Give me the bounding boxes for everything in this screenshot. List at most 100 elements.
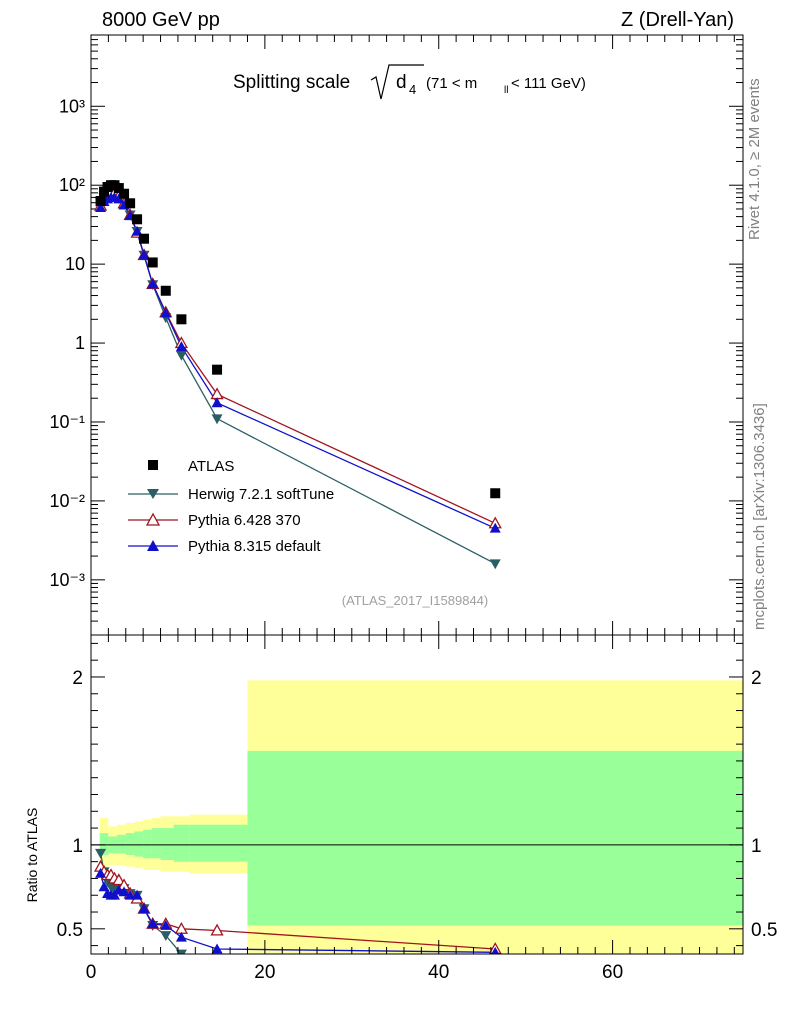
title-range-sub: ll	[504, 85, 508, 96]
ratio-point-2	[147, 918, 159, 929]
main-ticks: 10⁻³ 10⁻² 10⁻¹ 1 10 10² 10³	[49, 34, 743, 636]
series-point-3	[113, 193, 125, 204]
series-point-3	[131, 225, 143, 236]
x-tick-label: 60	[602, 962, 623, 983]
legend-item-pythia8: Pythia 8.315 default	[128, 538, 321, 555]
atlas-point	[160, 285, 171, 296]
ratio-point-0	[95, 848, 107, 859]
ratio-point-2	[131, 889, 143, 900]
y-tick-label: 10²	[59, 175, 85, 195]
ratio-ylabel: Ratio to ATLAS	[24, 808, 40, 903]
legend-marker-herwig	[147, 489, 159, 499]
band-inner	[143, 829, 152, 859]
series-point-2	[210, 387, 224, 400]
band-inner	[173, 824, 190, 862]
legend-label-herwig: Herwig 7.2.1 softTune	[188, 486, 334, 503]
ratio-point-2	[124, 889, 136, 900]
series-point-3	[160, 307, 172, 318]
main-title: Splitting scale d 4 (71 < m ll < 111 GeV…	[233, 64, 586, 100]
title-sqrt-sub: 4	[409, 82, 416, 97]
title-range-suffix: < 111 GeV)	[511, 75, 586, 92]
atlas-point	[119, 188, 130, 199]
series-point-3	[147, 278, 159, 289]
atlas-point	[95, 196, 106, 207]
legend-label-pythia6: Pythia 6.428 370	[188, 512, 301, 529]
band-inner	[247, 750, 743, 926]
ratio-y-tick-label-left: 0.5	[57, 920, 83, 941]
y-tick-label: 1	[75, 333, 85, 353]
ratio-point-2	[108, 889, 120, 900]
series-point-1	[211, 414, 223, 425]
ratio-point-2	[95, 867, 107, 878]
ratio-point-2	[175, 931, 187, 942]
ratio-point-2	[118, 886, 130, 897]
band-inner	[160, 828, 174, 860]
x-tick-label: 40	[428, 962, 449, 983]
title-text: Splitting scale	[233, 72, 350, 93]
atlas-point	[212, 364, 223, 375]
legend-label-pythia8: Pythia 8.315 default	[188, 538, 321, 555]
title-range-prefix: (71 < m	[426, 75, 477, 92]
series-point-1	[175, 350, 187, 361]
ratio-point-2	[160, 919, 172, 930]
atlas-point	[132, 214, 143, 225]
legend-label-atlas: ATLAS	[188, 458, 234, 475]
ratio-y-tick-label-left: 1	[72, 836, 83, 857]
band-inner	[117, 834, 126, 854]
ratio-point-1	[210, 923, 224, 936]
series-point-1	[489, 559, 501, 570]
ratio-panel: 0.5 0.51 12 20 20 40 60 Ratio to ATLAS	[24, 634, 777, 983]
series-point-3	[175, 341, 187, 352]
y-tick-label: 10⁻³	[49, 570, 85, 590]
title-sqrt-d: d	[396, 72, 407, 93]
band-inner	[134, 831, 144, 857]
series-line-1	[100, 194, 496, 565]
ratio-point-2	[138, 903, 150, 914]
ratio-point-2	[491, 946, 500, 954]
ratio-y-tick-label-right: 2	[751, 668, 762, 689]
header-left: 8000 GeV pp	[102, 9, 220, 31]
analysis-tag: (ATLAS_2017_I1589844)	[342, 593, 488, 608]
y-tick-label: 10³	[59, 96, 85, 116]
atlas-point	[176, 314, 187, 325]
x-tick-label: 0	[86, 962, 97, 983]
ratio-point-1	[112, 873, 126, 886]
atlas-point	[113, 183, 124, 194]
atlas-point	[125, 198, 136, 209]
series-line-3	[100, 196, 496, 529]
band-inner	[189, 824, 248, 862]
ratio-point-2	[98, 881, 110, 892]
legend: ATLAS Herwig 7.2.1 softTune Pythia 6.428…	[128, 458, 334, 555]
rivet-label: Rivet 4.1.0, ≥ 2M events	[746, 78, 763, 240]
legend-item-pythia6: Pythia 6.428 370	[128, 512, 301, 529]
ratio-point-0	[175, 949, 187, 954]
series-point-3	[95, 202, 107, 213]
main-panel: 10⁻³ 10⁻² 10⁻¹ 1 10 10² 10³ Splitting scale d …	[49, 34, 744, 636]
legend-item-herwig: Herwig 7.2.1 softTune	[128, 486, 334, 503]
y-tick-label: 10⁻²	[49, 491, 85, 511]
ratio-y-tick-label-left: 2	[72, 668, 83, 689]
series-line-2	[99, 191, 496, 524]
ratio-point-2	[211, 943, 223, 954]
ratio-ticks: 0.5 0.51 12 20 20 40 60	[57, 635, 777, 983]
mcplots-label: mcplots.cern.ch [arXiv:1306.3436]	[751, 403, 768, 630]
x-tick-label: 20	[254, 962, 275, 983]
series-point-3	[489, 522, 501, 533]
band-inner	[99, 833, 109, 855]
series-point-3	[138, 249, 150, 260]
band-inner	[125, 833, 135, 855]
header-right: Z (Drell-Yan)	[621, 9, 734, 31]
main-data	[93, 180, 502, 570]
ratio-point-0	[160, 931, 172, 942]
sqrt-sign	[370, 64, 424, 100]
y-tick-label: 10	[65, 254, 85, 274]
y-tick-label: 10⁻¹	[49, 412, 85, 432]
legend-marker-pythia6	[145, 512, 161, 526]
atlas-point	[490, 488, 501, 499]
ratio-data	[93, 848, 502, 954]
atlas-point	[139, 233, 150, 244]
series-point-3	[211, 397, 223, 408]
ratio-y-tick-label-right: 1	[751, 836, 762, 857]
legend-item-atlas: ATLAS	[148, 458, 234, 475]
